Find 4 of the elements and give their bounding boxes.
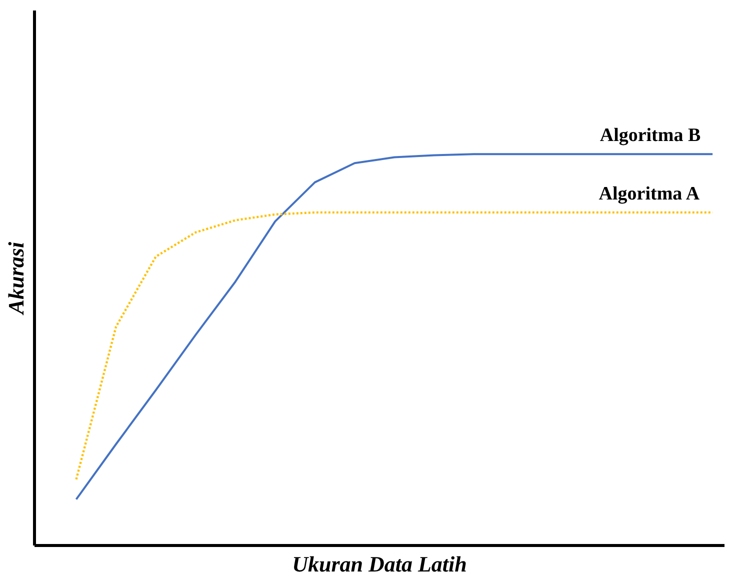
x-axis-title: Ukuran Data Latih xyxy=(292,552,467,576)
y-axis-title: Akurasi xyxy=(4,241,28,316)
series-label: Algoritma B xyxy=(600,125,701,146)
series-label: Algoritma A xyxy=(598,183,700,204)
